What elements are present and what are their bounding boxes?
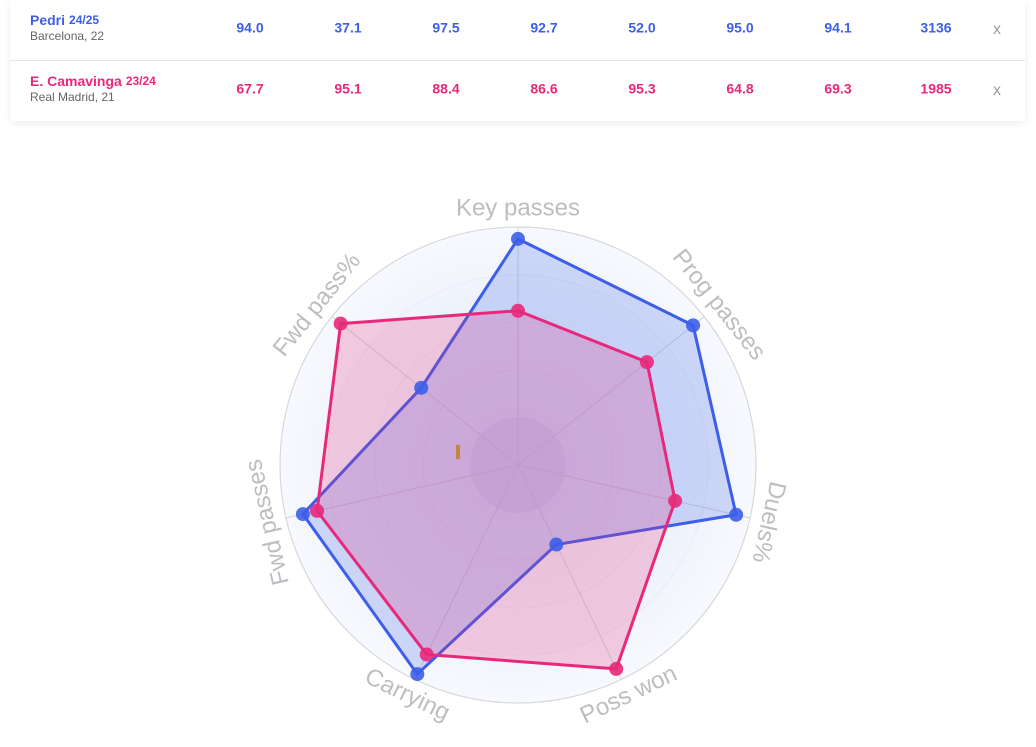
stat-value: 64.8: [726, 81, 753, 97]
stat-value: 94.0: [236, 20, 263, 36]
minutes-value: 3136: [920, 20, 951, 36]
player-club: Real Madrid, 21: [30, 90, 115, 104]
cursor-mark: [456, 445, 460, 459]
stat-value: 95.3: [628, 81, 655, 97]
axis-label: Key passes: [456, 194, 580, 221]
radar-point: [295, 507, 310, 522]
player-season: 24/25: [69, 13, 99, 27]
stat-value: 94.1: [824, 20, 851, 36]
stat-value: 52.0: [628, 20, 655, 36]
radar-point: [639, 355, 654, 370]
radar-point: [511, 231, 525, 246]
stat-value: 67.7: [236, 81, 263, 97]
player-name-text: E. Camavinga: [30, 73, 122, 89]
radar-point: [511, 303, 525, 318]
player-name-text: Pedri: [30, 12, 65, 28]
stat-value: 92.7: [530, 20, 557, 36]
radar-point: [549, 537, 564, 552]
radar-point: [609, 661, 624, 676]
stat-value: 37.1: [334, 20, 361, 36]
radar-point: [686, 318, 701, 333]
radar-area: [301, 237, 738, 676]
stat-value: 95.0: [726, 20, 753, 36]
radar-point: [410, 667, 425, 682]
radar-area: [315, 309, 677, 671]
stat-value: 95.1: [334, 81, 361, 97]
radar-spoke: [517, 464, 751, 519]
radar-spoke: [517, 316, 705, 466]
player-club: Barcelona, 22: [30, 29, 104, 43]
radar-point: [668, 493, 683, 508]
radar-point: [419, 647, 434, 662]
remove-button[interactable]: x: [993, 21, 1001, 38]
remove-button[interactable]: x: [993, 82, 1001, 99]
stat-value: 69.3: [824, 81, 851, 97]
radar-point: [414, 380, 429, 395]
radar-spoke: [285, 464, 519, 519]
stat-value: 88.4: [432, 81, 459, 97]
stat-value: 97.5: [432, 20, 459, 36]
player-name: Pedri 24/25: [30, 12, 99, 28]
player-table: Pedri 24/25 Barcelona, 22 94.0 37.1 97.5 92.7 5…: [30, 12, 1001, 104]
radar-point: [729, 507, 744, 522]
stat-value: 86.6: [530, 81, 557, 97]
player-name: E. Camavinga 23/24: [30, 73, 156, 89]
radar-spoke: [517, 464, 622, 680]
minutes-value: 1985: [920, 81, 951, 97]
player-season: 23/24: [126, 74, 156, 88]
radar-point: [333, 316, 348, 331]
radar-point: [310, 503, 325, 518]
radar-spoke: [414, 464, 519, 680]
